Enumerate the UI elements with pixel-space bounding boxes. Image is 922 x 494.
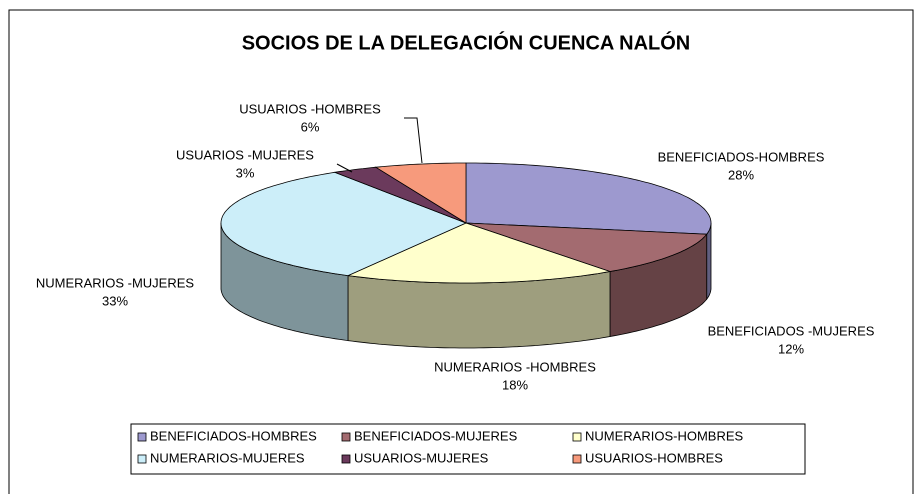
- chart-border: [8, 9, 914, 494]
- slice: [220, 171, 468, 277]
- slice: [374, 162, 467, 224]
- legend-swatch: [341, 432, 351, 442]
- leader-line: [336, 163, 353, 173]
- data-label-value: 28%: [728, 167, 754, 182]
- data-label-name: NUMERARIOS -HOMBRES: [434, 359, 596, 374]
- legend-label: USUARIOS-HOMBRES: [585, 450, 723, 465]
- legend-swatch: [572, 454, 582, 464]
- leader-line: [404, 117, 423, 164]
- legend-swatch: [341, 454, 351, 464]
- legend-swatch: [137, 432, 147, 442]
- data-label-value: 33%: [102, 293, 128, 308]
- legend-box: [130, 423, 806, 475]
- legend-label: NUMERARIOS-MUJERES: [150, 450, 305, 465]
- data-label-name: USUARIOS -MUJERES: [176, 147, 314, 162]
- data-label-value: 12%: [778, 341, 804, 356]
- slice: [333, 166, 467, 224]
- legend-label: USUARIOS-MUJERES: [354, 450, 489, 465]
- data-label-name: BENEFICIADOS -MUJERES: [708, 323, 875, 338]
- data-label-name: BENEFICIADOS-HOMBRES: [658, 149, 825, 164]
- slice: [465, 222, 708, 272]
- data-label-value: 18%: [502, 377, 528, 392]
- legend-label: BENEFICIADOS-HOMBRES: [150, 428, 317, 443]
- legend-label: BENEFICIADOS-MUJERES: [354, 428, 518, 443]
- data-label-name: NUMERARIOS -MUJERES: [36, 275, 195, 290]
- slice-side: [706, 223, 712, 301]
- legend-swatch: [572, 432, 582, 442]
- data-label-name: USUARIOS -HOMBRES: [239, 101, 381, 116]
- slice: [346, 222, 611, 284]
- chart-title: SOCIOS DE LA DELEGACIÓN CUENCA NALÓN: [242, 30, 691, 54]
- slice: [465, 162, 712, 235]
- data-label-value: 3%: [236, 165, 255, 180]
- data-label-value: 6%: [301, 119, 320, 134]
- legend-label: NUMERARIOS-HOMBRES: [585, 428, 744, 443]
- legend-swatch: [137, 454, 147, 464]
